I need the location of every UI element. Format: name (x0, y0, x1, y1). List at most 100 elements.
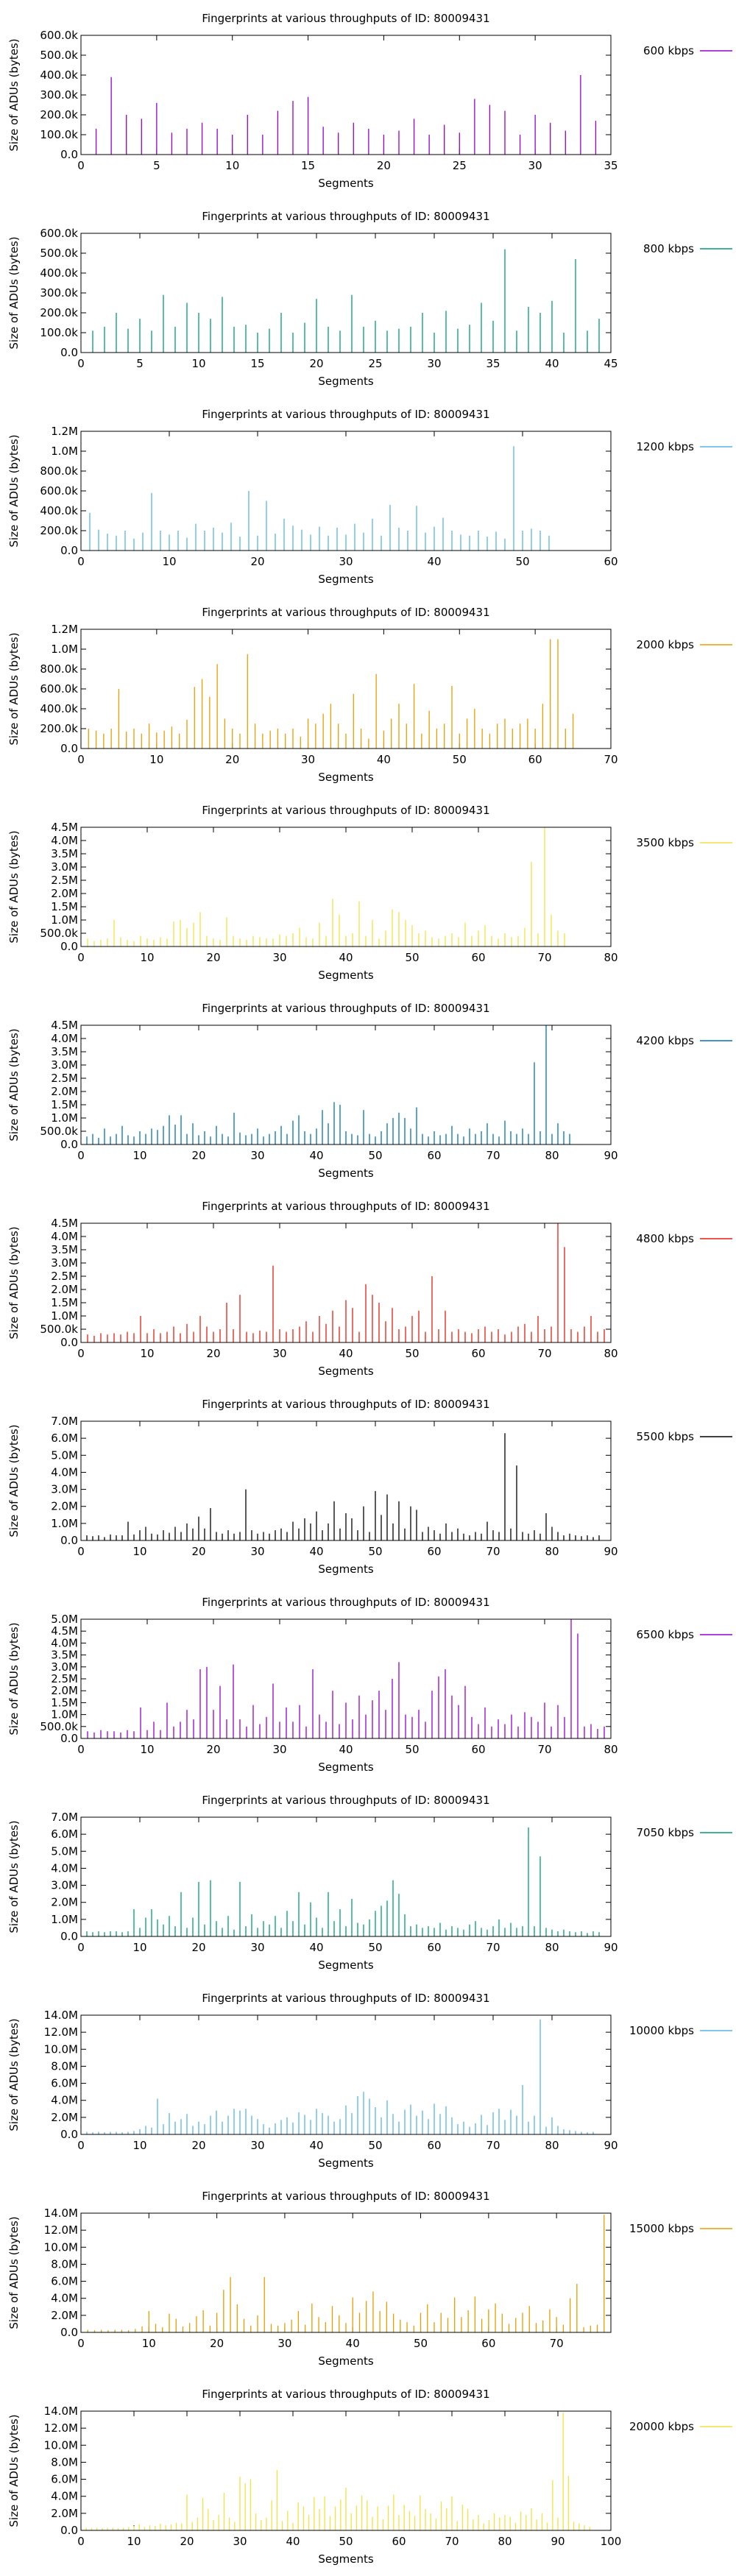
x-axis-label: Segments (318, 177, 374, 190)
plot-frame (80, 2014, 612, 2135)
chart-panel: Fingerprints at various throughputs of I… (0, 594, 736, 793)
x-tick-label: 60 (427, 2139, 441, 2152)
y-tick-label: 4.0M (51, 1032, 78, 1045)
chart-svg: Fingerprints at various throughputs of I… (7, 606, 732, 784)
y-tick-label: 0.0 (60, 1336, 78, 1349)
plot-frame (80, 233, 612, 353)
x-tick-label: 10 (127, 2535, 141, 2548)
y-axis-label: Size of ADUs (bytes) (7, 2018, 21, 2131)
y-tick-label: 6.0M (51, 1827, 78, 1841)
x-tick-label: 0 (77, 555, 85, 568)
chart-panel: Fingerprints at various throughputs of I… (0, 198, 736, 397)
x-tick-label: 20 (180, 2535, 194, 2548)
y-tick-label: 200.0k (40, 108, 78, 121)
x-tick-label: 5 (136, 357, 144, 370)
x-tick-label: 10 (140, 1347, 154, 1360)
chart-title: Fingerprints at various throughputs of I… (202, 1794, 489, 1807)
legend-label: 4200 kbps (637, 1034, 695, 1047)
x-tick-label: 80 (545, 1941, 559, 1954)
x-tick-label: 30 (528, 159, 542, 172)
y-tick-label: 1.2M (51, 425, 78, 438)
x-tick-label: 0 (77, 2337, 85, 2350)
chart-panel: Fingerprints at various throughputs of I… (0, 2376, 736, 2575)
chart-svg: Fingerprints at various throughputs of I… (7, 1596, 732, 1774)
x-tick-label: 80 (545, 2139, 559, 2152)
x-tick-label: 60 (471, 1347, 485, 1360)
y-tick-label: 2.0M (51, 887, 78, 900)
chart-panel: Fingerprints at various throughputs of I… (0, 1386, 736, 1585)
chart-svg: Fingerprints at various throughputs of I… (7, 1992, 732, 2170)
y-axis-label: Size of ADUs (bytes) (7, 1820, 21, 1933)
x-tick-label: 10 (149, 753, 163, 766)
x-tick-label: 20 (191, 1149, 205, 1162)
x-axis-label: Segments (318, 1761, 374, 1774)
x-tick-label: 0 (77, 159, 85, 172)
legend-label: 4800 kbps (637, 1232, 695, 1245)
plot-frame (80, 1025, 612, 1145)
x-tick-label: 20 (191, 2139, 205, 2152)
y-tick-label: 8.0M (51, 2257, 78, 2271)
y-tick-label: 400.0k (40, 266, 78, 280)
legend-label: 7050 kbps (637, 1826, 695, 1839)
y-tick-label: 1.2M (51, 623, 78, 636)
chart-title: Fingerprints at various throughputs of I… (202, 1200, 489, 1213)
x-tick-label: 0 (77, 2535, 85, 2548)
y-tick-label: 500.0k (40, 927, 78, 940)
x-tick-label: 30 (272, 951, 286, 964)
x-tick-label: 50 (368, 2139, 382, 2152)
y-tick-label: 8.0M (51, 2059, 78, 2073)
y-tick-label: 200.0k (40, 722, 78, 735)
x-tick-label: 10 (132, 2139, 146, 2152)
y-tick-label: 4.5M (51, 1624, 78, 1638)
x-tick-label: 25 (453, 159, 467, 172)
y-tick-label: 2.0M (51, 2309, 78, 2322)
x-tick-label: 0 (77, 753, 85, 766)
x-tick-label: 20 (206, 951, 220, 964)
chart-svg: Fingerprints at various throughputs of I… (7, 2190, 732, 2368)
y-tick-label: 4.0M (51, 1861, 78, 1875)
y-tick-label: 500.0k (40, 1125, 78, 1138)
y-tick-label: 12.0M (44, 2025, 78, 2039)
y-tick-label: 2.0M (51, 1500, 78, 1513)
x-tick-label: 90 (604, 1149, 618, 1162)
x-tick-label: 60 (471, 1743, 485, 1756)
chart-svg: Fingerprints at various throughputs of I… (7, 210, 732, 388)
chart-panel: Fingerprints at various throughputs of I… (0, 2178, 736, 2377)
y-axis-label: Size of ADUs (bytes) (7, 632, 21, 745)
x-tick-label: 50 (339, 2535, 353, 2548)
y-tick-label: 0.0 (60, 2326, 78, 2339)
y-axis-label: Size of ADUs (bytes) (7, 1622, 21, 1735)
x-tick-label: 40 (339, 1743, 353, 1756)
legend-label: 10000 kbps (629, 2024, 694, 2037)
chart-svg: Fingerprints at various throughputs of I… (7, 804, 732, 982)
y-tick-label: 1.0M (51, 1309, 78, 1323)
y-tick-label: 4.5M (51, 821, 78, 834)
chart-panel: Fingerprints at various throughputs of I… (0, 1980, 736, 2179)
x-tick-label: 90 (551, 2535, 565, 2548)
x-tick-label: 20 (250, 555, 264, 568)
chart-panel: Fingerprints at various throughputs of I… (0, 0, 736, 199)
x-tick-label: 50 (405, 951, 419, 964)
legend-label: 6500 kbps (637, 1628, 695, 1641)
x-tick-label: 10 (142, 2337, 156, 2350)
x-tick-label: 0 (77, 1743, 85, 1756)
y-tick-label: 10.0M (44, 2042, 78, 2056)
y-tick-label: 1.5M (51, 1296, 78, 1309)
y-axis-label: Size of ADUs (bytes) (7, 1424, 21, 1537)
legend-label: 800 kbps (643, 242, 694, 255)
plot-frame (80, 35, 612, 155)
x-tick-label: 30 (250, 1545, 264, 1558)
y-tick-label: 1.0M (51, 445, 78, 458)
x-tick-label: 40 (309, 1545, 323, 1558)
x-tick-label: 5 (153, 159, 160, 172)
y-tick-label: 3.0M (51, 1483, 78, 1496)
x-tick-label: 50 (368, 1149, 382, 1162)
plot-frame (80, 2410, 612, 2531)
chart-svg: Fingerprints at various throughputs of I… (7, 1794, 732, 1972)
y-tick-label: 4.0M (51, 2490, 78, 2503)
x-tick-label: 20 (210, 2337, 224, 2350)
y-tick-label: 2.5M (51, 1270, 78, 1283)
y-tick-label: 400.0k (40, 504, 78, 517)
x-axis-label: Segments (318, 1365, 374, 1378)
x-tick-label: 35 (604, 159, 618, 172)
